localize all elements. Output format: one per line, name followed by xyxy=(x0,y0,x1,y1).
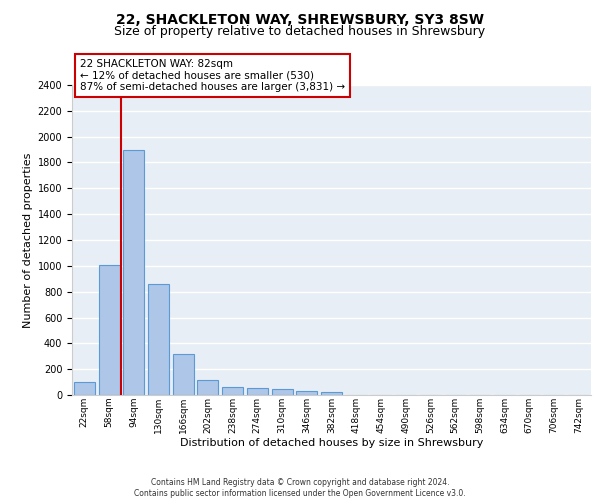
Bar xyxy=(123,150,144,395)
Bar xyxy=(272,389,293,395)
Bar xyxy=(173,354,194,395)
Bar xyxy=(296,392,317,395)
Text: Contains HM Land Registry data © Crown copyright and database right 2024.
Contai: Contains HM Land Registry data © Crown c… xyxy=(134,478,466,498)
Bar xyxy=(222,387,243,395)
Y-axis label: Number of detached properties: Number of detached properties xyxy=(23,152,34,328)
Text: 22 SHACKLETON WAY: 82sqm
← 12% of detached houses are smaller (530)
87% of semi-: 22 SHACKLETON WAY: 82sqm ← 12% of detach… xyxy=(80,58,345,92)
Bar xyxy=(247,388,268,395)
Bar xyxy=(98,264,119,395)
Bar xyxy=(148,284,169,395)
X-axis label: Distribution of detached houses by size in Shrewsbury: Distribution of detached houses by size … xyxy=(180,438,483,448)
Text: Size of property relative to detached houses in Shrewsbury: Size of property relative to detached ho… xyxy=(115,25,485,38)
Bar xyxy=(321,392,342,395)
Bar xyxy=(74,382,95,395)
Bar xyxy=(197,380,218,395)
Text: 22, SHACKLETON WAY, SHREWSBURY, SY3 8SW: 22, SHACKLETON WAY, SHREWSBURY, SY3 8SW xyxy=(116,12,484,26)
